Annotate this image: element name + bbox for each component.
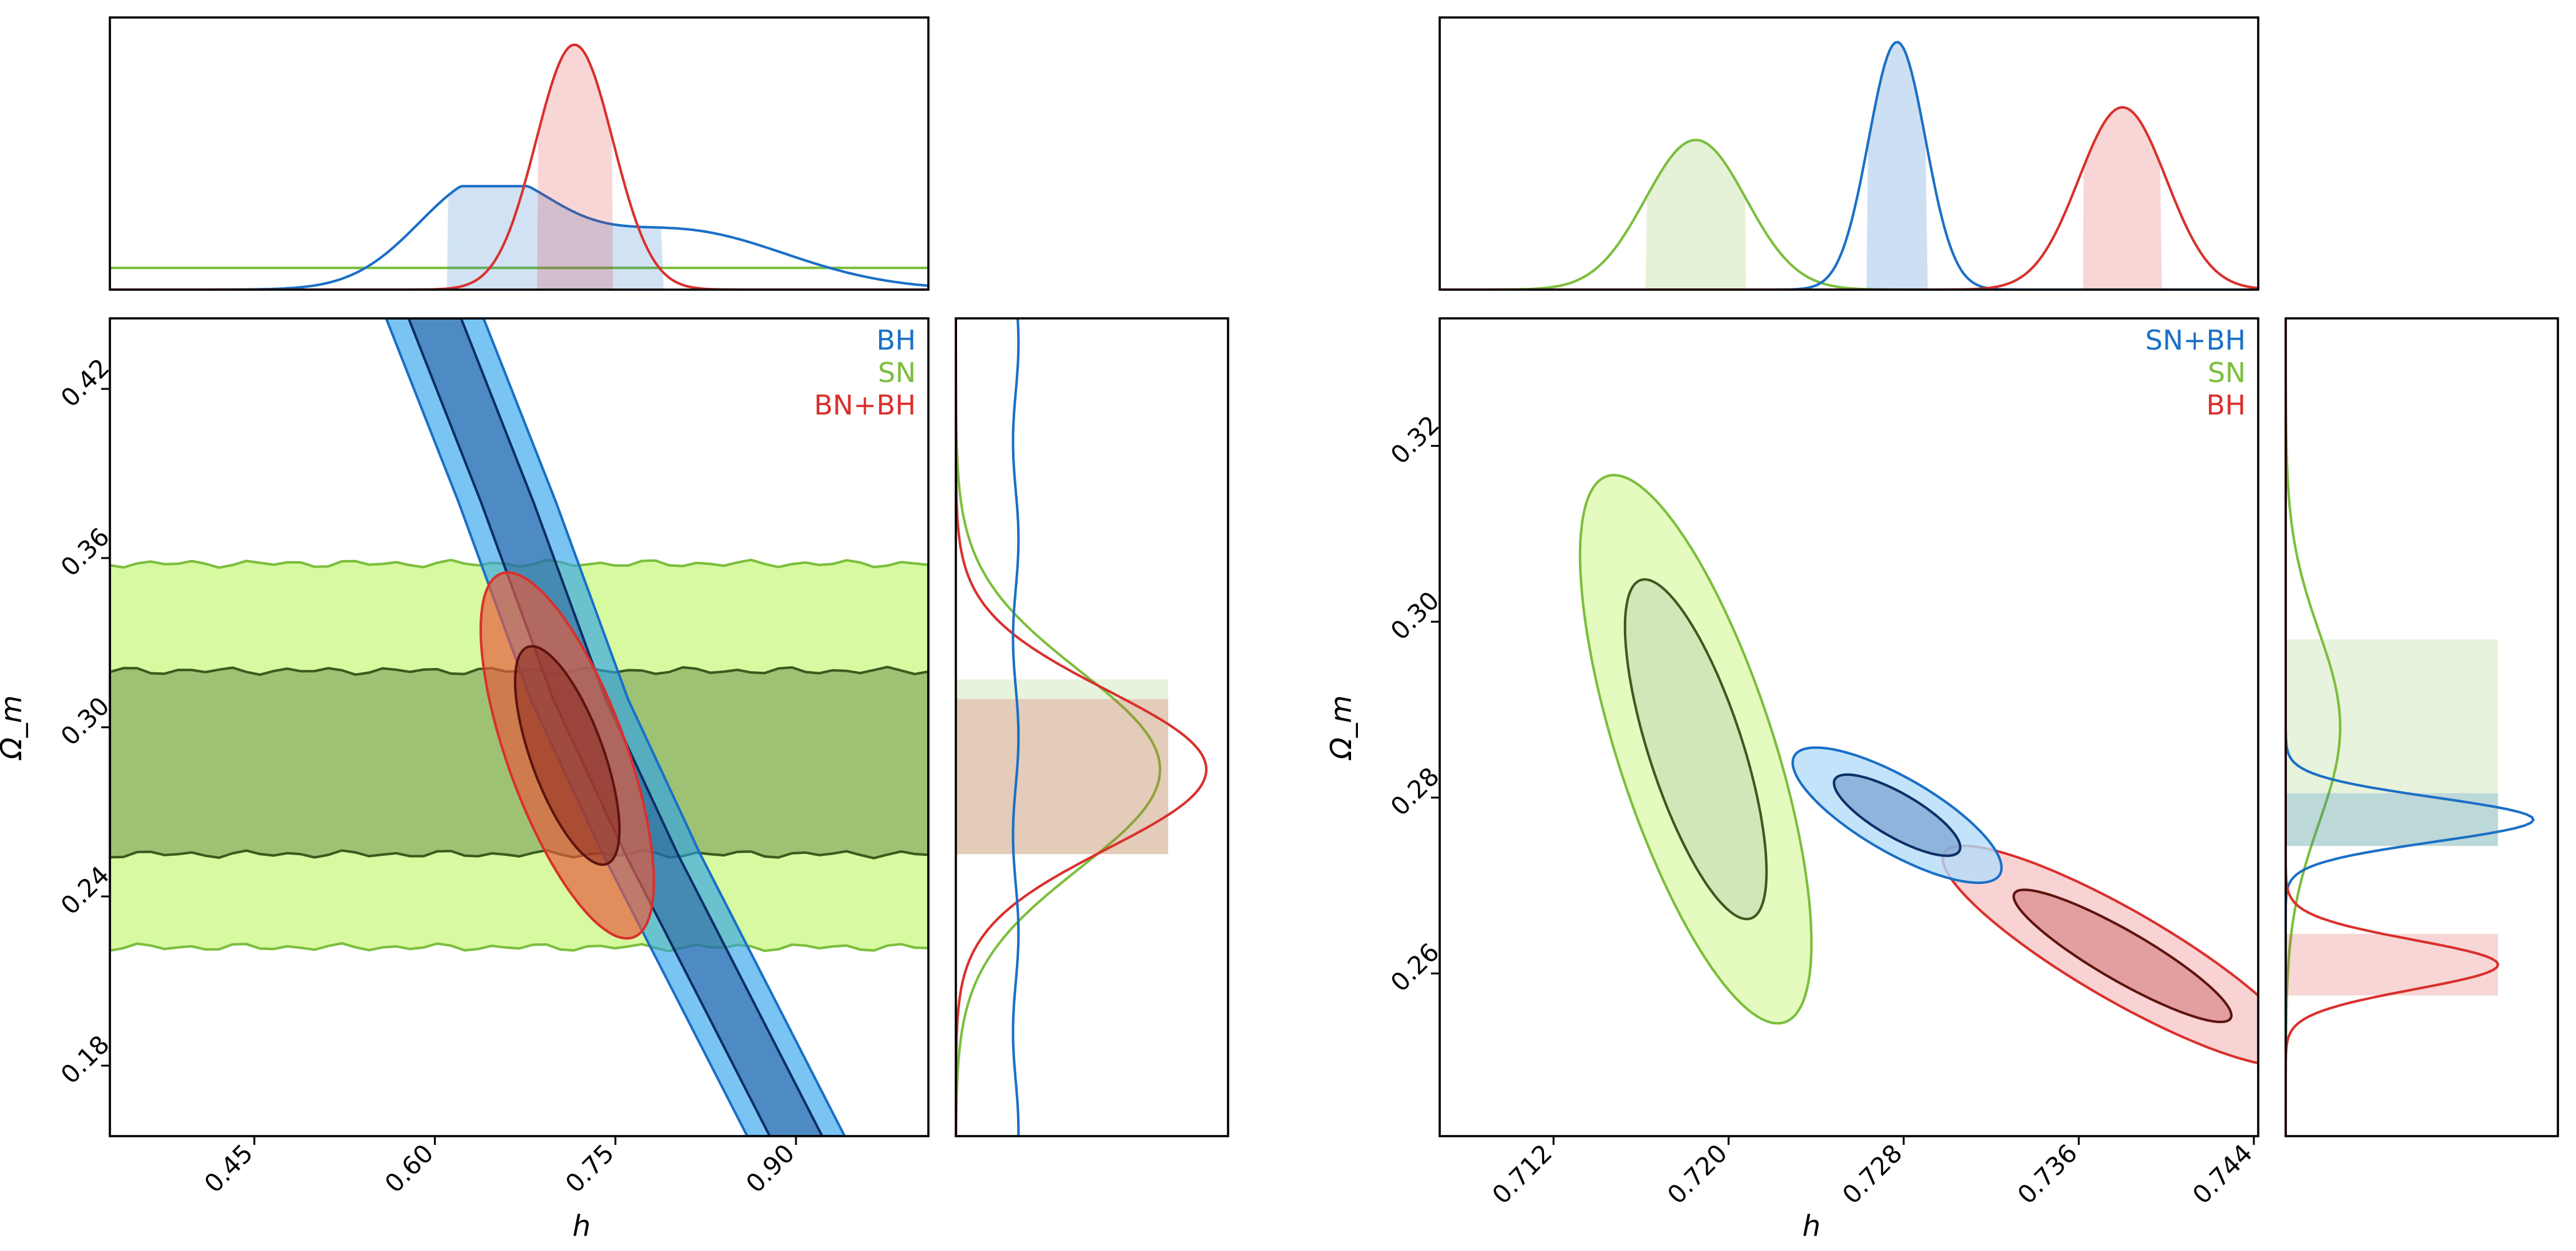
right-y-axis-label: Ω_m	[1324, 695, 1358, 761]
left-x-tick-label: 0.90	[740, 1139, 800, 1199]
left-contour-area	[110, 318, 928, 1136]
right-x-tick-label: 0.720	[1662, 1139, 1733, 1210]
snbh-h-curve	[1440, 41, 2258, 290]
snbh-contour-68	[1832, 773, 1962, 857]
right-omega-marginals	[2286, 318, 2535, 1136]
right-h-marginals	[1440, 41, 2258, 290]
left-top-frame	[109, 16, 930, 291]
right-x-tick-label: 0.712	[1487, 1139, 1558, 1210]
left-x-tick-label: 0.45	[199, 1139, 259, 1199]
left-y-tick-label: 0.24	[56, 861, 116, 921]
bnbh-h-curve	[110, 43, 928, 290]
sn-contour-68	[1623, 578, 1768, 921]
left-x-tick-label: 0.75	[560, 1139, 620, 1199]
left-y-axis-label: Ω_m	[0, 695, 28, 761]
left-omega-marginals	[956, 318, 1208, 1136]
left-x-tick-label: 0.60	[380, 1139, 440, 1199]
bh-contour-68	[2012, 888, 2233, 1023]
legend-sn-bh: SN+BH	[2145, 325, 2246, 356]
bh-omega-curve	[1011, 318, 1020, 1136]
left-y-tick-label: 0.18	[56, 1030, 116, 1090]
bnbh-omega-shade	[956, 699, 1169, 855]
left-triangle-plot: 0.45 0.60 0.75 0.90 0.18 0.24 0.30 0.36 0.42 h Ω_m…	[0, 16, 1229, 1243]
sn-h-curve	[1440, 139, 2258, 290]
left-y-tick-label: 0.30	[56, 692, 116, 752]
sn-omega-shade	[956, 679, 1169, 855]
right-y-tick-label: 0.30	[1385, 586, 1445, 646]
right-right-frame	[2284, 317, 2559, 1137]
left-y-tick-label: 0.36	[56, 522, 116, 582]
bnbh-h-shade	[537, 44, 613, 290]
sn-omega-shade	[2286, 639, 2499, 846]
right-y-tick-label: 0.26	[1385, 938, 1445, 998]
snbh-h-shade	[1866, 42, 1928, 290]
legend-sn: SN	[878, 357, 916, 389]
right-contour-area	[1578, 474, 2258, 1065]
legend-bh: BH	[2206, 390, 2246, 421]
left-y-tick-label: 0.42	[56, 353, 116, 413]
right-x-tick-label: 0.728	[1837, 1139, 1909, 1210]
right-top-frame	[1438, 16, 2259, 291]
legend-bh: BH	[877, 325, 916, 356]
right-x-tick-label: 0.736	[2012, 1139, 2083, 1210]
left-x-axis-label: h	[573, 1209, 591, 1243]
right-x-tick-label: 0.744	[2188, 1139, 2259, 1210]
bh-omega-shade	[2286, 934, 2499, 996]
sn-h-shade	[1645, 140, 1746, 290]
right-x-axis-label: h	[1802, 1209, 1821, 1243]
bnbh-contour-68	[514, 645, 621, 866]
right-y-tick-label: 0.28	[1385, 762, 1445, 822]
legend-sn: SN	[2208, 357, 2246, 389]
legend-bn-bh: BN+BH	[814, 390, 916, 421]
bh-omega-curve	[2286, 318, 2500, 1136]
bh-h-curve	[1440, 105, 2258, 290]
right-triangle-plot: 0.712 0.720 0.728 0.736 0.744 0.26 0.28 0.30 0.3…	[1324, 16, 2559, 1243]
bh-h-shade	[446, 186, 664, 290]
right-y-tick-label: 0.32	[1385, 410, 1445, 470]
bh-h-shade	[2083, 107, 2162, 290]
left-h-marginals	[110, 43, 928, 290]
right-main-frame	[1438, 317, 2259, 1137]
left-right-frame	[955, 317, 1229, 1137]
